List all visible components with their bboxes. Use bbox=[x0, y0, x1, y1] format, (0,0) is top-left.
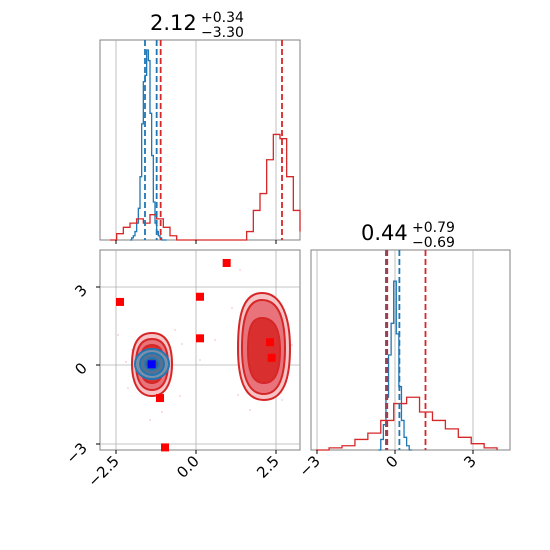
joint-y-tick-label: 0 bbox=[71, 359, 90, 378]
marginal-y-title-plus: +0.79 bbox=[412, 220, 455, 236]
joint-x-tick-label: 0.0 bbox=[173, 452, 203, 482]
red-marker bbox=[196, 334, 204, 343]
joint-y-tick-label: 3 bbox=[71, 281, 90, 300]
marginal-y-title: 0.44 bbox=[361, 221, 408, 245]
marginal-x-hist-blue bbox=[130, 49, 167, 241]
red-contour-right bbox=[236, 291, 292, 402]
blue-marker bbox=[147, 360, 156, 369]
joint-x-tick-label: −2.5 bbox=[84, 452, 122, 490]
red-marker bbox=[161, 443, 169, 452]
marginal-x-title-minus: −3.30 bbox=[201, 25, 244, 41]
marginal-x-title-plus: +0.34 bbox=[201, 10, 244, 26]
marginal-y-tick-label: 3 bbox=[460, 452, 479, 471]
marginal-x-hist-red bbox=[110, 133, 301, 241]
marginal-y-tick-label: 0 bbox=[382, 452, 401, 471]
marginal-y-frame bbox=[310, 249, 511, 451]
joint-x-tick-label: 2.5 bbox=[253, 452, 283, 482]
marginal-y-title-minus: −0.69 bbox=[412, 235, 455, 251]
red-marker bbox=[156, 394, 164, 403]
marginal-y-panel: −3 0 3 0.44 +0.79 −0.69 bbox=[295, 220, 511, 480]
joint-panel: −2.5 0.0 2.5 3 0 −3 bbox=[62, 249, 301, 491]
red-marker bbox=[222, 258, 231, 267]
marginal-y-hist-red bbox=[316, 396, 498, 451]
marginal-x-panel: 2.12 +0.34 −3.30 bbox=[99, 10, 301, 244]
red-marker bbox=[196, 292, 204, 301]
red-marker bbox=[266, 338, 274, 347]
red-marker bbox=[116, 297, 124, 306]
marginal-y-tick-label: −3 bbox=[295, 452, 323, 480]
joint-y-tick-label: −3 bbox=[62, 439, 90, 467]
red-marker bbox=[267, 353, 276, 362]
marginal-x-frame bbox=[99, 39, 301, 241]
marginal-x-title: 2.12 bbox=[150, 11, 197, 35]
marginal-y-hist-blue bbox=[378, 280, 412, 451]
